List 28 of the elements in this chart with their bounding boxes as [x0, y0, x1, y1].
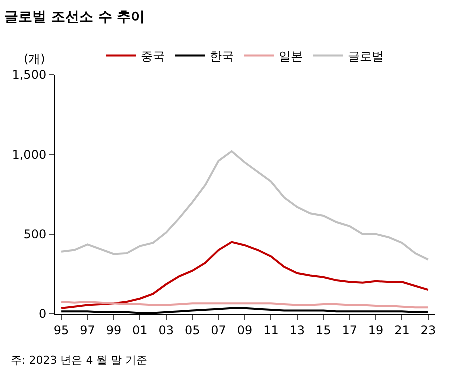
legend-label: 중국 — [141, 49, 165, 64]
x-tick-label: 07 — [211, 323, 226, 338]
y-tick-label: 0 — [38, 307, 47, 322]
x-tick-label: 17 — [342, 323, 358, 338]
x-tick-label: 11 — [264, 323, 279, 338]
x-tick-label: 13 — [290, 323, 306, 338]
y-tick-label: 1,500 — [12, 68, 47, 82]
x-tick-label: 97 — [80, 323, 96, 338]
x-tick-label: 99 — [106, 323, 122, 338]
x-tick-label: 95 — [54, 323, 70, 338]
legend-label: 글로벌 — [348, 49, 384, 64]
x-tick-label: 09 — [237, 323, 253, 338]
x-tick-label: 21 — [394, 323, 410, 338]
x-tick-label: 23 — [420, 323, 436, 338]
legend-label: 일본 — [279, 49, 303, 64]
legend-label: 한국 — [210, 49, 234, 64]
y-axis-title: (개) — [24, 52, 46, 66]
chart-title: 글로벌 조선소 수 추이 — [4, 9, 146, 26]
x-tick-label: 19 — [368, 323, 384, 338]
y-tick-label: 500 — [24, 228, 47, 242]
y-tick-label: 1,000 — [12, 148, 47, 162]
x-tick-label: 03 — [158, 323, 174, 338]
x-tick-label: 01 — [132, 323, 148, 338]
x-tick-label: 15 — [316, 323, 332, 338]
line-series — [60, 241, 430, 310]
text: 주: 2023 년은 4 월 말 기준 — [11, 354, 148, 367]
line-series — [60, 150, 430, 261]
x-tick-label: 05 — [184, 323, 200, 338]
